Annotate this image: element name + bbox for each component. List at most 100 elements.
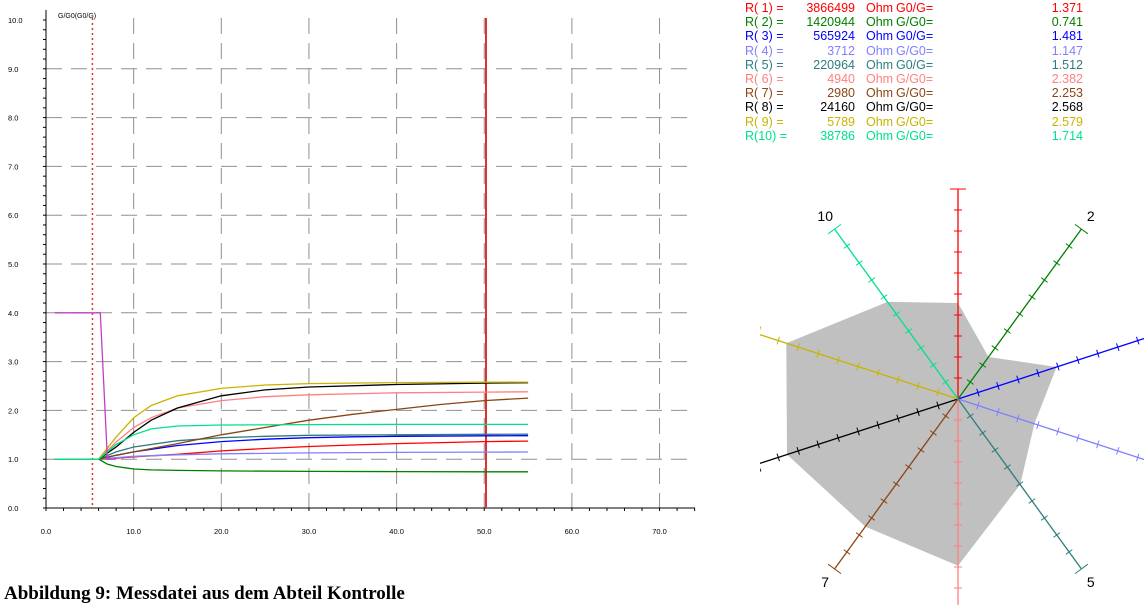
reading-unit: Ohm <box>866 57 894 72</box>
y-axis-label: G/G0(G0/G) <box>58 13 96 20</box>
radar-tick <box>816 349 820 358</box>
y-tick-label: 6.0 <box>8 211 18 220</box>
radar-tick <box>868 277 876 283</box>
reading-label: R( 8) = <box>745 100 784 115</box>
reading-ratio-label: G/G0= <box>896 71 934 86</box>
reading-value: 2980 <box>827 86 855 101</box>
radar-tick <box>1136 453 1140 462</box>
radar-tick <box>917 345 925 351</box>
y-tick-label: 8.0 <box>8 114 18 123</box>
y-tick-label: 1.0 <box>8 455 18 464</box>
radar-tick <box>1116 343 1120 352</box>
reading-unit: Ohm <box>866 71 894 86</box>
radar-tick <box>1016 311 1024 317</box>
reading-label: R( 6) = <box>745 71 784 86</box>
reading-label: R( 9) = <box>745 114 784 129</box>
radar-tick <box>1028 294 1036 300</box>
radar-tick <box>1065 243 1073 249</box>
radar-tick <box>929 362 937 368</box>
y-tick-label: 7.0 <box>8 162 18 171</box>
radar-tick <box>991 345 999 351</box>
reading-ratio: 1.512 <box>1051 57 1083 72</box>
radar-tick <box>996 408 1000 416</box>
radar-tick <box>1028 498 1036 504</box>
reading-ratio-label: G0/G= <box>896 57 934 72</box>
reading-ratio: 2.253 <box>1051 86 1083 101</box>
radar-tick <box>1016 375 1020 384</box>
reading-label: R( 7) = <box>745 86 784 101</box>
reading-ratio: 2.568 <box>1051 100 1083 115</box>
line-chart: 0.0 10.0 20.0 30.0 40.0 50.0 60.0 70.0 0.0 1.0 2.0… <box>8 10 696 536</box>
radar-tick <box>976 388 980 397</box>
radar-tick <box>991 447 999 453</box>
y-tick-label: 5.0 <box>8 260 18 269</box>
reading-label: R( 1) = <box>745 1 784 15</box>
reading-ratio-label: G/G0= <box>896 15 934 30</box>
radar-tick <box>856 362 860 371</box>
radar-tick <box>1040 277 1048 283</box>
reading-value: 565924 <box>813 29 855 44</box>
series-line <box>54 381 529 460</box>
series-line <box>54 397 529 460</box>
figure-caption: Abbildung 9: Messdatei aus dem Abteil Ko… <box>4 583 405 604</box>
radar-tick <box>1003 464 1011 470</box>
reading-ratio: 2.382 <box>1051 71 1083 86</box>
radar-chart: 12345678910 <box>760 188 1144 605</box>
radar-tick <box>892 311 900 317</box>
radar-tick <box>876 369 880 377</box>
radar-tick <box>855 532 863 538</box>
radar-tick <box>896 414 900 423</box>
radar-tick <box>1116 446 1120 455</box>
x-tick-label: 30.0 <box>302 527 317 536</box>
reading-ratio-label: G/G0= <box>896 43 934 58</box>
radar-tick <box>880 294 888 300</box>
radar-tick <box>929 430 937 436</box>
radar-axis-label: 2 <box>1087 208 1095 224</box>
reading-ratio: 1.481 <box>1051 29 1083 44</box>
series-line <box>54 312 117 460</box>
radar-tick <box>905 464 913 470</box>
radar-tick <box>942 379 950 385</box>
x-tick-label: 50.0 <box>477 527 492 536</box>
y-tick-label: 3.0 <box>8 358 18 367</box>
reading-value: 220964 <box>813 57 855 72</box>
radar-tick <box>776 453 780 462</box>
x-tick-label: 0.0 <box>41 527 51 536</box>
radar-tick <box>827 223 842 235</box>
radar-tick <box>856 427 860 436</box>
radar-tick <box>827 563 842 575</box>
radar-tick <box>1016 414 1020 423</box>
radar-tick <box>976 401 980 410</box>
radar-tick <box>936 401 940 410</box>
radar-tick <box>843 549 851 555</box>
radar-axis-label: 10 <box>817 208 833 224</box>
reading-ratio: 1.714 <box>1051 128 1083 143</box>
x-tick-label: 60.0 <box>565 527 580 536</box>
reading-unit: Ohm <box>866 29 894 44</box>
reading-ratio: 2.579 <box>1051 114 1083 129</box>
reading-value: 24160 <box>820 100 855 115</box>
reading-ratio-label: G/G0= <box>896 86 934 101</box>
radar-tick <box>816 440 820 449</box>
radar-tick <box>979 362 987 368</box>
reading-value: 1420944 <box>806 15 855 30</box>
reading-unit: Ohm <box>866 15 894 30</box>
radar-tick <box>868 515 876 521</box>
radar-tick <box>880 498 888 504</box>
series-line <box>54 382 529 460</box>
reading-label: R( 5) = <box>745 57 784 72</box>
reading-label: R( 4) = <box>745 43 784 58</box>
reading-unit: Ohm <box>866 100 894 115</box>
reading-ratio: 0.741 <box>1051 15 1083 30</box>
radar-tick <box>1053 260 1061 266</box>
reading-ratio-label: G0/G= <box>896 1 934 15</box>
reading-ratio: 1.371 <box>1051 1 1083 15</box>
radar-tick <box>1036 421 1040 429</box>
radar-tick <box>836 433 840 442</box>
radar-tick <box>1003 328 1011 334</box>
radar-axis-label: 7 <box>821 574 829 590</box>
radar-tick <box>1016 481 1024 487</box>
series-line <box>54 458 529 473</box>
reading-ratio-label: G/G0= <box>896 114 934 129</box>
reading-value: 5789 <box>827 114 855 129</box>
